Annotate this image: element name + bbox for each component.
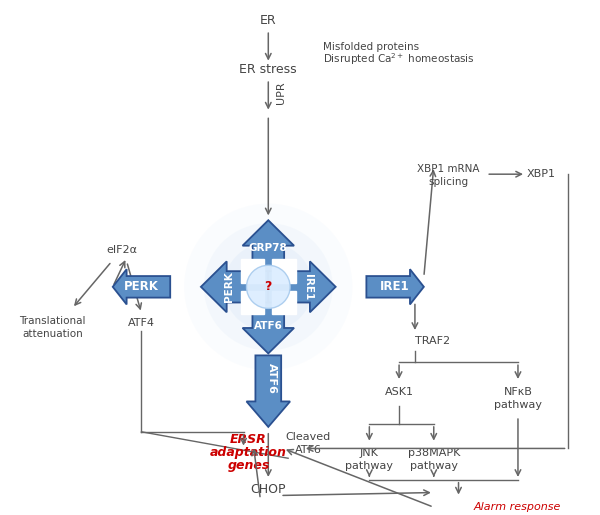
Polygon shape	[367, 269, 424, 304]
Text: CHOP: CHOP	[251, 483, 286, 496]
Text: Translational: Translational	[19, 316, 86, 326]
Text: splicing: splicing	[428, 177, 469, 187]
Text: JNK: JNK	[360, 449, 379, 458]
Text: ER stress: ER stress	[239, 63, 297, 76]
Text: Misfolded proteins: Misfolded proteins	[323, 42, 419, 52]
Text: PERK: PERK	[224, 271, 233, 302]
Text: ERSR: ERSR	[230, 433, 267, 446]
Circle shape	[247, 265, 290, 308]
FancyBboxPatch shape	[241, 291, 265, 314]
Text: ATF6: ATF6	[254, 321, 283, 331]
Text: IRE1: IRE1	[380, 280, 410, 294]
Text: pathway: pathway	[494, 400, 542, 410]
Polygon shape	[242, 287, 294, 353]
Text: genes: genes	[227, 458, 269, 472]
Text: ATF6: ATF6	[267, 363, 277, 394]
Text: ER: ER	[260, 14, 277, 27]
Text: NFκB: NFκB	[503, 387, 532, 397]
Text: PERK: PERK	[124, 280, 159, 294]
Circle shape	[204, 223, 332, 351]
Polygon shape	[247, 355, 290, 427]
Polygon shape	[268, 262, 335, 312]
FancyBboxPatch shape	[241, 260, 265, 283]
Polygon shape	[113, 269, 170, 304]
Polygon shape	[201, 262, 268, 312]
Text: attenuation: attenuation	[22, 329, 83, 339]
Circle shape	[241, 260, 296, 314]
Text: GRP78: GRP78	[249, 243, 287, 253]
Text: eIF2α: eIF2α	[106, 245, 137, 254]
Text: pathway: pathway	[346, 461, 394, 471]
FancyBboxPatch shape	[272, 260, 296, 283]
Text: ATF6: ATF6	[295, 445, 322, 455]
Circle shape	[224, 243, 313, 331]
Text: TRAF2: TRAF2	[415, 336, 451, 346]
Text: adaptation: adaptation	[210, 446, 287, 459]
Text: Disrupted Ca$^{2+}$ homeostasis: Disrupted Ca$^{2+}$ homeostasis	[323, 52, 475, 67]
Text: ?: ?	[265, 280, 272, 294]
Text: IRE1: IRE1	[303, 273, 313, 300]
Text: p38MAPK: p38MAPK	[407, 449, 460, 458]
Text: XBP1: XBP1	[526, 169, 555, 179]
Text: XBP1 mRNA: XBP1 mRNA	[418, 164, 480, 174]
Text: Alarm response: Alarm response	[473, 502, 561, 512]
Text: UPR: UPR	[276, 81, 286, 104]
Text: ASK1: ASK1	[385, 387, 413, 397]
Circle shape	[184, 203, 353, 370]
Polygon shape	[242, 220, 294, 287]
Text: pathway: pathway	[410, 461, 458, 471]
FancyBboxPatch shape	[272, 291, 296, 314]
Text: Cleaved: Cleaved	[286, 432, 331, 442]
Text: ATF4: ATF4	[128, 318, 155, 328]
